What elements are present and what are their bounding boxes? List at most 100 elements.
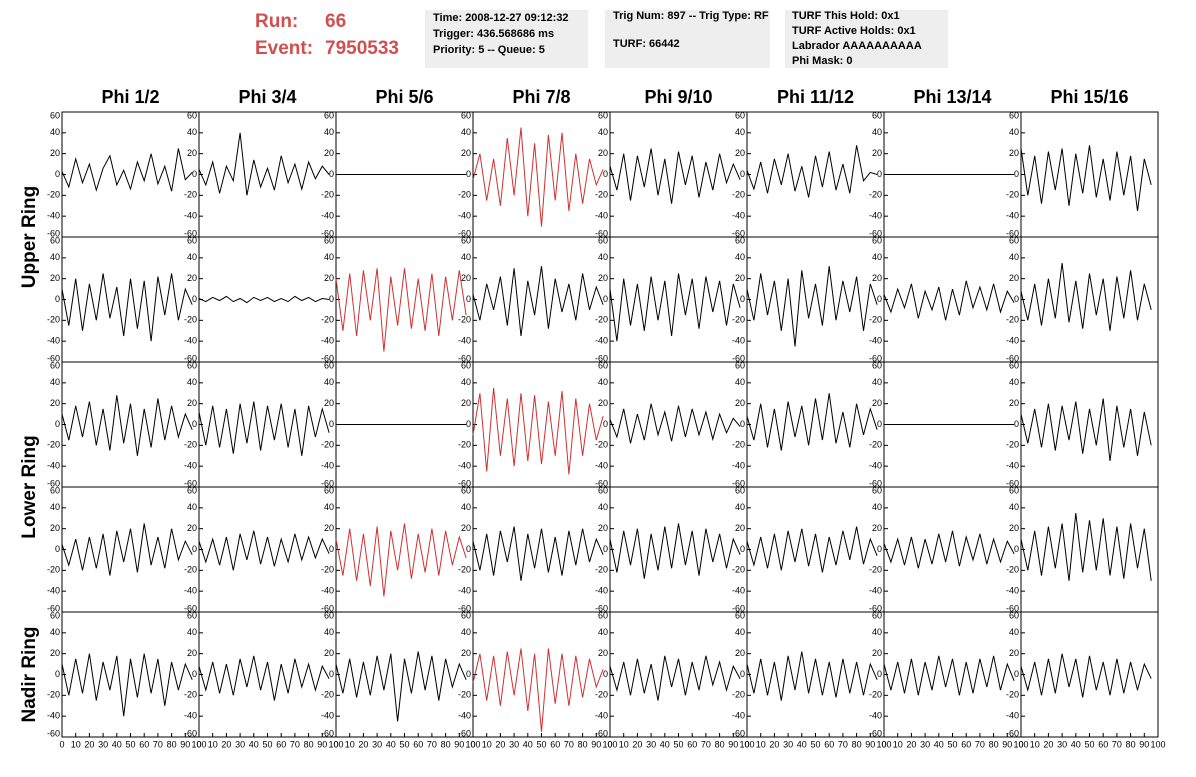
x-tick-label: 70 (838, 739, 848, 749)
panel-frame (198, 486, 337, 613)
y-tick-label: 60 (50, 360, 60, 370)
y-tick-label: 60 (50, 235, 60, 245)
y-tick-label: 0 (466, 419, 471, 429)
panel-frame (609, 361, 748, 488)
x-tick-label: 70 (427, 739, 437, 749)
y-tick-label: -20 (732, 190, 745, 200)
waveform (61, 273, 193, 342)
y-tick-label: 0 (192, 294, 197, 304)
y-tick-label: -20 (47, 690, 60, 700)
waveform (883, 280, 1015, 321)
y-tick-label: -60 (458, 353, 471, 363)
x-tick-label: 100 (876, 739, 891, 749)
y-tick-label: 60 (1009, 610, 1019, 620)
column-title: Phi 1/2 (101, 87, 159, 107)
ring-label: Nadir Ring (19, 626, 40, 722)
y-tick-label: -20 (732, 565, 745, 575)
y-tick-label: -40 (321, 711, 334, 721)
y-tick-label: -60 (732, 728, 745, 738)
x-tick-label: 40 (523, 739, 533, 749)
x-tick-label: 80 (167, 739, 177, 749)
y-tick-label: 0 (55, 419, 60, 429)
x-tick-label: 90 (1002, 739, 1012, 749)
x-tick-label: 80 (852, 739, 862, 749)
y-tick-label: 0 (740, 419, 745, 429)
y-tick-label: -40 (47, 586, 60, 596)
y-tick-label: 60 (735, 610, 745, 620)
x-tick-label: 80 (304, 739, 314, 749)
x-tick-label: 0 (881, 739, 886, 749)
info-box (425, 10, 588, 68)
y-tick-label: 60 (461, 610, 471, 620)
y-tick-label: 20 (1009, 273, 1019, 283)
y-tick-label: 40 (50, 252, 60, 262)
y-tick-label: 60 (324, 485, 334, 495)
y-tick-label: 20 (598, 523, 608, 533)
y-tick-label: 0 (1014, 169, 1019, 179)
y-tick-label: -40 (595, 336, 608, 346)
ring-label: Upper Ring (19, 186, 40, 288)
y-tick-label: -20 (184, 315, 197, 325)
x-tick-label: 10 (619, 739, 629, 749)
panel-frame (472, 486, 611, 613)
x-tick-label: 40 (660, 739, 670, 749)
y-tick-label: 60 (1009, 360, 1019, 370)
x-tick-label: 20 (1043, 739, 1053, 749)
y-tick-label: -20 (869, 690, 882, 700)
y-tick-label: -20 (458, 315, 471, 325)
y-tick-label: 40 (324, 252, 334, 262)
y-tick-label: 40 (324, 627, 334, 637)
y-tick-label: -20 (458, 440, 471, 450)
waveform (198, 530, 330, 571)
y-tick-label: 40 (1009, 127, 1019, 137)
y-tick-label: -20 (732, 315, 745, 325)
y-tick-label: -40 (458, 336, 471, 346)
y-tick-label: -40 (458, 586, 471, 596)
y-tick-label: 40 (187, 377, 197, 387)
panel-frame (198, 236, 337, 363)
x-tick-label: 30 (372, 739, 382, 749)
y-tick-label: -40 (47, 711, 60, 721)
panel-frame (883, 486, 1022, 613)
y-tick-label: 20 (461, 523, 471, 533)
column-title: Phi 11/12 (777, 87, 854, 107)
y-tick-label: -60 (321, 478, 334, 488)
info-line: Phi Mask: 0 (792, 55, 853, 67)
y-tick-label: -40 (184, 336, 197, 346)
x-tick-label: 60 (550, 739, 560, 749)
x-tick-label: 30 (98, 739, 108, 749)
y-tick-label: 0 (877, 294, 882, 304)
y-tick-label: 0 (55, 169, 60, 179)
panel-frame (61, 236, 200, 363)
waveform (198, 401, 330, 456)
x-tick-label: 20 (632, 739, 642, 749)
waveform (609, 403, 741, 444)
y-tick-label: 40 (461, 127, 471, 137)
y-tick-label: 40 (1009, 502, 1019, 512)
waveform (61, 148, 193, 192)
x-tick-label: 100 (739, 739, 754, 749)
y-tick-label: -60 (869, 478, 882, 488)
y-tick-label: 0 (329, 169, 334, 179)
y-tick-label: 60 (187, 110, 197, 120)
y-tick-label: -40 (1006, 711, 1019, 721)
waveform (335, 651, 467, 722)
y-tick-label: 0 (603, 169, 608, 179)
y-tick-label: -20 (321, 440, 334, 450)
y-tick-label: 60 (187, 610, 197, 620)
waveform (472, 127, 604, 227)
y-tick-label: 40 (1009, 377, 1019, 387)
y-tick-label: -60 (47, 228, 60, 238)
waveform (198, 132, 330, 196)
waveform (472, 648, 604, 732)
y-tick-label: 40 (461, 627, 471, 637)
x-tick-label: 90 (454, 739, 464, 749)
panel-frame (472, 611, 611, 738)
y-tick-label: 40 (187, 252, 197, 262)
y-tick-label: 40 (735, 252, 745, 262)
x-tick-label: 70 (564, 739, 574, 749)
y-tick-label: -60 (47, 603, 60, 613)
x-tick-label: 0 (470, 739, 475, 749)
y-tick-label: 40 (50, 127, 60, 137)
y-tick-label: 0 (1014, 294, 1019, 304)
